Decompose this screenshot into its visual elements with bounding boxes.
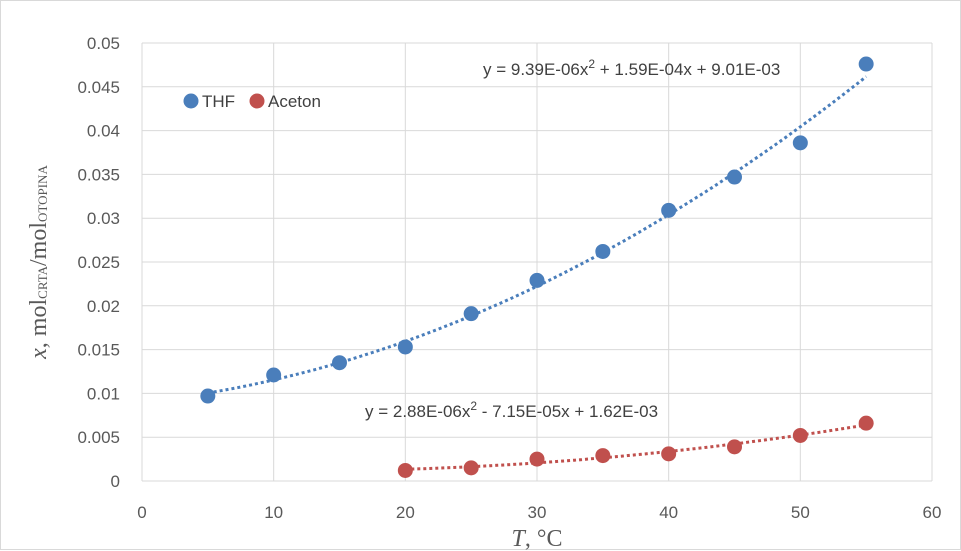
data-point-thf — [266, 367, 282, 383]
y-tick-label: 0.02 — [87, 297, 120, 316]
trendline-equation-thf: y = 9.39E-06x2 + 1.59E-04x + 9.01E-03 — [483, 57, 780, 79]
x-axis-title-var: T — [512, 526, 527, 551]
y-tick-label: 0.005 — [77, 428, 120, 447]
y-tick-label: 0 — [111, 472, 120, 491]
equation-part: y = 9.39E-06x — [483, 60, 589, 79]
y-tick-label: 0.04 — [87, 122, 120, 141]
legend-marker-thf — [183, 93, 199, 109]
x-axis-title: T, °C — [512, 526, 563, 551]
data-point-aceton — [661, 446, 677, 462]
y-axis-title-main: , mol — [26, 299, 52, 349]
y-axis-title-sub2: OTOPINA — [35, 165, 50, 222]
equation-part: y = 2.88E-06x — [365, 402, 471, 421]
data-point-thf — [397, 339, 413, 355]
legend-label-aceton: Aceton — [268, 92, 321, 111]
x-axis-title-rest: , °C — [525, 526, 563, 551]
legend-marker-aceton — [249, 93, 265, 109]
series-aceton — [397, 415, 874, 478]
data-point-aceton — [727, 439, 742, 455]
x-tick-label: 10 — [264, 503, 283, 522]
data-point-thf — [727, 169, 742, 185]
equation-part: + 1.59E-04x + 9.01E-03 — [595, 60, 780, 79]
data-point-thf — [463, 306, 479, 322]
y-tick-label: 0.05 — [87, 34, 120, 53]
equation-superscript: 2 — [470, 399, 477, 413]
y-tick-label: 0.025 — [77, 253, 120, 272]
data-point-aceton — [463, 460, 479, 476]
data-point-thf — [595, 243, 611, 259]
legend: THF Aceton — [183, 92, 321, 111]
y-tick-label: 0.015 — [77, 341, 120, 360]
data-point-aceton — [595, 448, 611, 464]
data-point-thf — [792, 135, 808, 151]
data-point-aceton — [529, 451, 545, 467]
data-point-aceton — [858, 415, 874, 431]
x-tick-label: 50 — [791, 503, 810, 522]
y-tick-label: 0.045 — [77, 78, 120, 97]
x-tick-label: 20 — [396, 503, 415, 522]
trendline-aceton — [405, 423, 867, 471]
y-tick-label: 0.035 — [77, 165, 120, 184]
trendline-equation-aceton: y = 2.88E-06x2 - 7.15E-05x + 1.62E-03 — [365, 399, 658, 421]
x-tick-label: 0 — [137, 503, 146, 522]
x-tick-label: 60 — [923, 503, 942, 522]
y-axis-title: x, molCRTA/molOTOPINA — [26, 165, 52, 360]
grid-lines — [141, 42, 933, 482]
data-point-aceton — [792, 427, 808, 443]
y-axis-title-mid: /mol — [26, 222, 52, 266]
data-point-thf — [529, 272, 545, 288]
y-tick-label: 0.01 — [87, 384, 120, 403]
series-thf — [200, 56, 874, 404]
data-point-thf — [858, 56, 874, 72]
legend-label-thf: THF — [202, 92, 235, 111]
y-axis-title-sub1: CRTA — [35, 265, 50, 298]
data-point-thf — [200, 388, 216, 404]
equation-part: - 7.15E-05x + 1.62E-03 — [477, 402, 658, 421]
data-point-aceton — [397, 462, 413, 478]
x-tick-label: 30 — [528, 503, 547, 522]
data-point-thf — [332, 355, 347, 371]
y-tick-label: 0.03 — [87, 209, 120, 228]
equation-superscript: 2 — [588, 57, 595, 71]
data-point-thf — [661, 202, 677, 218]
y-axis-title-var: x — [26, 348, 52, 360]
trendline-thf — [207, 75, 868, 395]
x-tick-label: 40 — [659, 503, 678, 522]
